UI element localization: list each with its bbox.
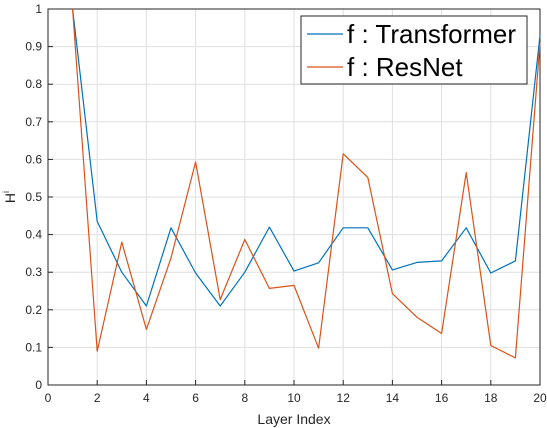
x-tick-label: 10 <box>287 391 301 405</box>
y-tick-label: 0.7 <box>25 115 42 129</box>
x-axis-label: Layer Index <box>257 411 330 427</box>
legend-label-1: f : ResNet <box>347 52 463 82</box>
y-axis-label-superscript: i <box>1 191 11 193</box>
series-lines <box>72 8 541 359</box>
x-tick-label: 18 <box>484 391 498 405</box>
x-tick-label: 14 <box>386 391 400 405</box>
axis-ticks: 0 2 4 6 8 10 12 14 16 18 20 0 0.1 0.2 0.3 0.4 0.5 0.6 0.7 0… <box>25 2 547 405</box>
y-tick-label: 0.5 <box>25 190 42 204</box>
y-tick-label: 0.8 <box>25 77 42 91</box>
x-tick-label: 0 <box>45 391 52 405</box>
series-line-1 <box>72 8 541 359</box>
y-tick-label: 0.3 <box>25 265 42 279</box>
x-tick-label: 12 <box>337 391 351 405</box>
y-tick-label: 1 <box>35 2 42 16</box>
x-tick-label: 6 <box>192 391 199 405</box>
y-tick-label: 0.4 <box>25 228 42 242</box>
x-tick-label: 16 <box>435 391 449 405</box>
x-tick-label: 4 <box>143 391 150 405</box>
x-tick-label: 8 <box>241 391 248 405</box>
y-tick-label: 0.9 <box>25 40 42 54</box>
x-tick-label: 20 <box>533 391 547 405</box>
y-tick-label: 0 <box>35 378 42 392</box>
y-axis-label-main: H <box>2 193 18 203</box>
x-tick-label: 2 <box>94 391 101 405</box>
y-axis-label: Hi <box>1 191 18 203</box>
legend-label-0: f : Transformer <box>347 19 516 49</box>
series-line-0 <box>72 8 541 307</box>
legend-box <box>300 15 528 85</box>
y-tick-label: 0.2 <box>25 303 42 317</box>
y-tick-label: 0.6 <box>25 152 42 166</box>
y-tick-label: 0.1 <box>25 340 42 354</box>
